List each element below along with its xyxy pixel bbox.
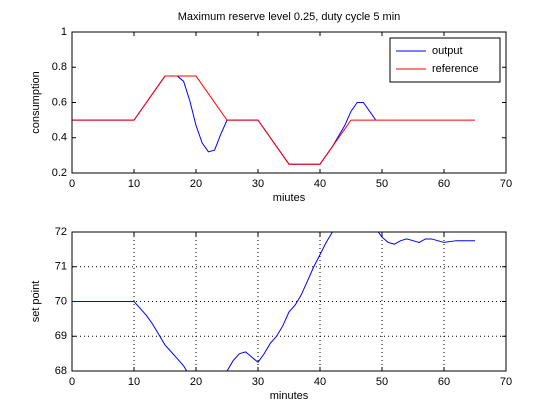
x-axis-label: minutes bbox=[270, 390, 309, 402]
x-tick-label: 70 bbox=[500, 178, 512, 190]
y-tick-label: 0.2 bbox=[52, 167, 67, 179]
x-axis-label: miutes bbox=[273, 192, 306, 204]
legend-label: output bbox=[432, 45, 463, 57]
x-tick-label: 0 bbox=[69, 376, 75, 388]
x-tick-label: 0 bbox=[69, 178, 75, 190]
x-tick-label: 50 bbox=[376, 178, 388, 190]
x-tick-label: 10 bbox=[128, 376, 140, 388]
y-tick-label: 70 bbox=[55, 295, 67, 307]
x-tick-label: 60 bbox=[438, 178, 450, 190]
x-tick-label: 10 bbox=[128, 178, 140, 190]
x-tick-label: 30 bbox=[252, 178, 264, 190]
x-tick-label: 20 bbox=[190, 376, 202, 388]
axes: 0 10 20 30 40 50 60 70 68 69 70 71 72 minutes set poin… bbox=[30, 226, 512, 402]
x-tick-label: 70 bbox=[500, 376, 512, 388]
legend: output reference bbox=[389, 37, 501, 83]
series-line bbox=[72, 75, 475, 165]
y-tick-label: 71 bbox=[55, 261, 67, 273]
x-tick-label: 60 bbox=[438, 376, 450, 388]
legend-label: reference bbox=[432, 63, 478, 75]
x-tick-label: 20 bbox=[190, 178, 202, 190]
y-tick-label: 72 bbox=[55, 226, 67, 238]
series-line bbox=[72, 232, 475, 371]
y-tick-label: 69 bbox=[55, 330, 67, 342]
y-tick-label: 1 bbox=[61, 26, 67, 38]
x-tick-label: 50 bbox=[376, 376, 388, 388]
axes-frame bbox=[71, 231, 507, 372]
chart-title: Maximum reserve level 0.25, duty cycle 5… bbox=[178, 11, 401, 23]
y-tick-label: 68 bbox=[55, 365, 67, 377]
series-line bbox=[72, 75, 377, 165]
x-tick-label: 40 bbox=[314, 376, 326, 388]
y-tick-label: 0.4 bbox=[52, 132, 67, 144]
x-tick-label: 40 bbox=[314, 178, 326, 190]
axes-frame bbox=[71, 31, 507, 174]
y-tick-label: 0.6 bbox=[52, 96, 67, 108]
y-axis-label: set point bbox=[30, 281, 42, 323]
legend-box bbox=[389, 37, 501, 83]
x-tick-label: 30 bbox=[252, 376, 264, 388]
axes: 0 10 20 30 40 50 60 70 0.2 0.4 0.6 0.8 1 Maximum rese… bbox=[30, 11, 512, 204]
y-axis-label: consumption bbox=[30, 71, 42, 133]
y-tick-label: 0.8 bbox=[52, 61, 67, 73]
